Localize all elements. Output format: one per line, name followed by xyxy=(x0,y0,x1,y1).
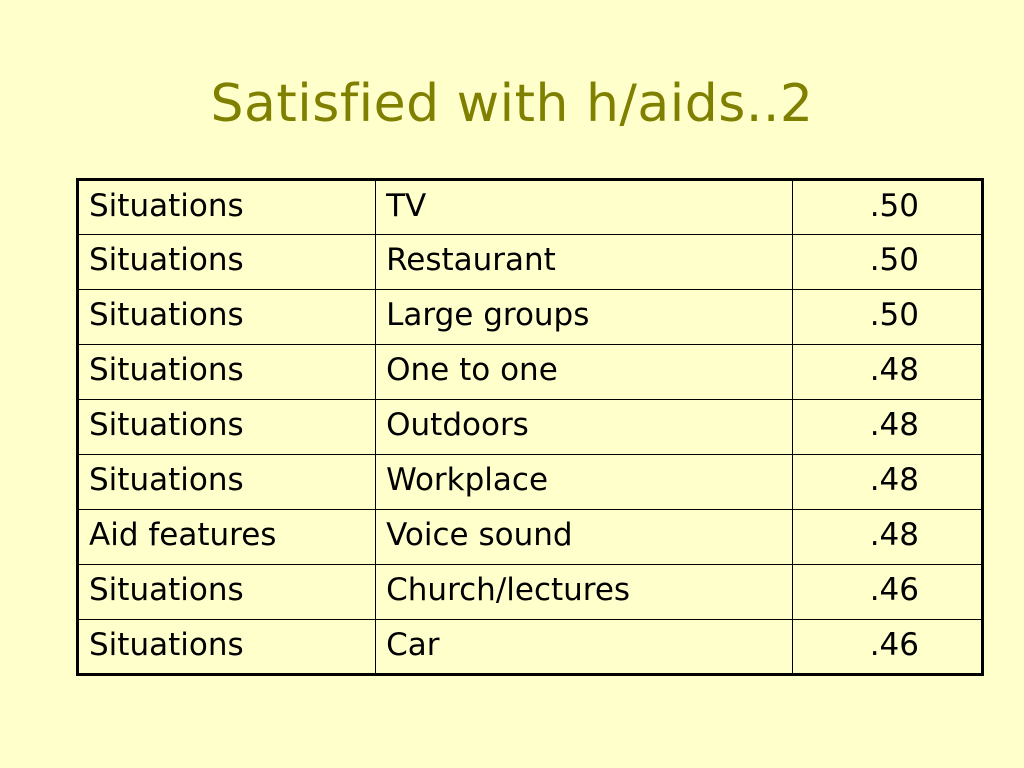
table-row: Situations One to one .48 xyxy=(76,344,984,400)
item-cell: Restaurant xyxy=(375,234,793,290)
category-cell: Aid features xyxy=(76,509,377,565)
value-cell: .48 xyxy=(791,454,984,510)
category-cell: Situations xyxy=(76,564,377,620)
item-cell: Outdoors xyxy=(375,399,793,455)
value-cell: .46 xyxy=(791,619,984,675)
category-cell: Situations xyxy=(76,619,377,675)
slide-title: Satisfied with h/aids..2 xyxy=(210,74,814,134)
value-cell: .48 xyxy=(791,344,984,400)
category-cell: Situations xyxy=(76,234,377,290)
value-cell: .50 xyxy=(791,179,984,235)
item-cell: TV xyxy=(375,179,793,235)
item-cell: Large groups xyxy=(375,289,793,345)
value-cell: .50 xyxy=(791,289,984,345)
category-cell: Situations xyxy=(76,399,377,455)
item-cell: Church/lectures xyxy=(375,564,793,620)
table-row: Situations Large groups .50 xyxy=(76,289,984,345)
item-cell: Voice sound xyxy=(375,509,793,565)
table-row: Aid features Voice sound .48 xyxy=(76,509,984,565)
item-cell: One to one xyxy=(375,344,793,400)
table-row: Situations TV .50 xyxy=(76,179,984,235)
table-row: Situations Car .46 xyxy=(76,619,984,675)
table-row: Situations Workplace .48 xyxy=(76,454,984,510)
category-cell: Situations xyxy=(76,289,377,345)
value-cell: .46 xyxy=(791,564,984,620)
category-cell: Situations xyxy=(76,454,377,510)
data-table: Situations TV .50 Situations Restaurant … xyxy=(76,178,984,676)
value-cell: .50 xyxy=(791,234,984,290)
category-cell: Situations xyxy=(76,179,377,235)
table-row: Situations Church/lectures .46 xyxy=(76,564,984,620)
value-cell: .48 xyxy=(791,399,984,455)
item-cell: Workplace xyxy=(375,454,793,510)
table-row: Situations Restaurant .50 xyxy=(76,234,984,290)
item-cell: Car xyxy=(375,619,793,675)
table-row: Situations Outdoors .48 xyxy=(76,399,984,455)
value-cell: .48 xyxy=(791,509,984,565)
category-cell: Situations xyxy=(76,344,377,400)
